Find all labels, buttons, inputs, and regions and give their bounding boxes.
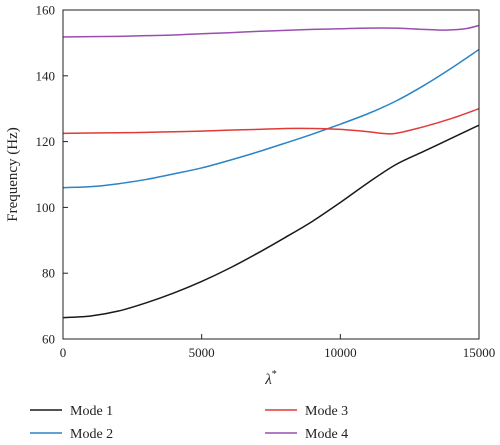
legend-entry-mode-1: Mode 1 xyxy=(30,404,113,419)
legend-label: Mode 3 xyxy=(305,404,348,419)
legend: Mode 1 Mode 2 Mode 3 Mode 4 xyxy=(30,404,348,442)
x-tick-label: 5000 xyxy=(189,345,215,360)
y-axis-label: Frequency (Hz) xyxy=(5,127,21,222)
y-tick-label: 100 xyxy=(36,200,56,215)
axis-ticks xyxy=(62,9,480,340)
legend-entry-mode-4: Mode 4 xyxy=(265,427,348,442)
y-tick-label: 160 xyxy=(36,3,56,18)
y-tick-label: 140 xyxy=(36,68,56,83)
x-axis-label-superscript: * xyxy=(272,369,277,380)
plot-lines xyxy=(62,24,480,319)
series-line-mode-2 xyxy=(62,48,480,189)
x-tick-label: 15000 xyxy=(463,345,496,360)
x-axis-label: λ* xyxy=(264,369,277,388)
series-line-mode-3 xyxy=(62,107,480,135)
x-tick-label: 10000 xyxy=(324,345,357,360)
legend-label: Mode 4 xyxy=(305,427,348,442)
y-tick-label: 120 xyxy=(36,134,56,149)
x-tick-label: 0 xyxy=(60,345,67,360)
legend-label: Mode 1 xyxy=(70,404,113,419)
series-line-mode-1 xyxy=(62,124,480,319)
series-line-mode-4 xyxy=(62,24,480,38)
legend-entry-mode-2: Mode 2 xyxy=(30,427,113,442)
y-tick-label: 60 xyxy=(42,332,55,347)
legend-entry-mode-3: Mode 3 xyxy=(265,404,348,419)
x-axis-label-symbol: λ xyxy=(264,372,272,388)
legend-label: Mode 2 xyxy=(70,427,113,442)
tick-labels: 0 5000 10000 15000 60 80 100 120 140 160 xyxy=(36,3,496,361)
plot-frame xyxy=(62,9,480,340)
y-tick-label: 80 xyxy=(42,266,55,281)
